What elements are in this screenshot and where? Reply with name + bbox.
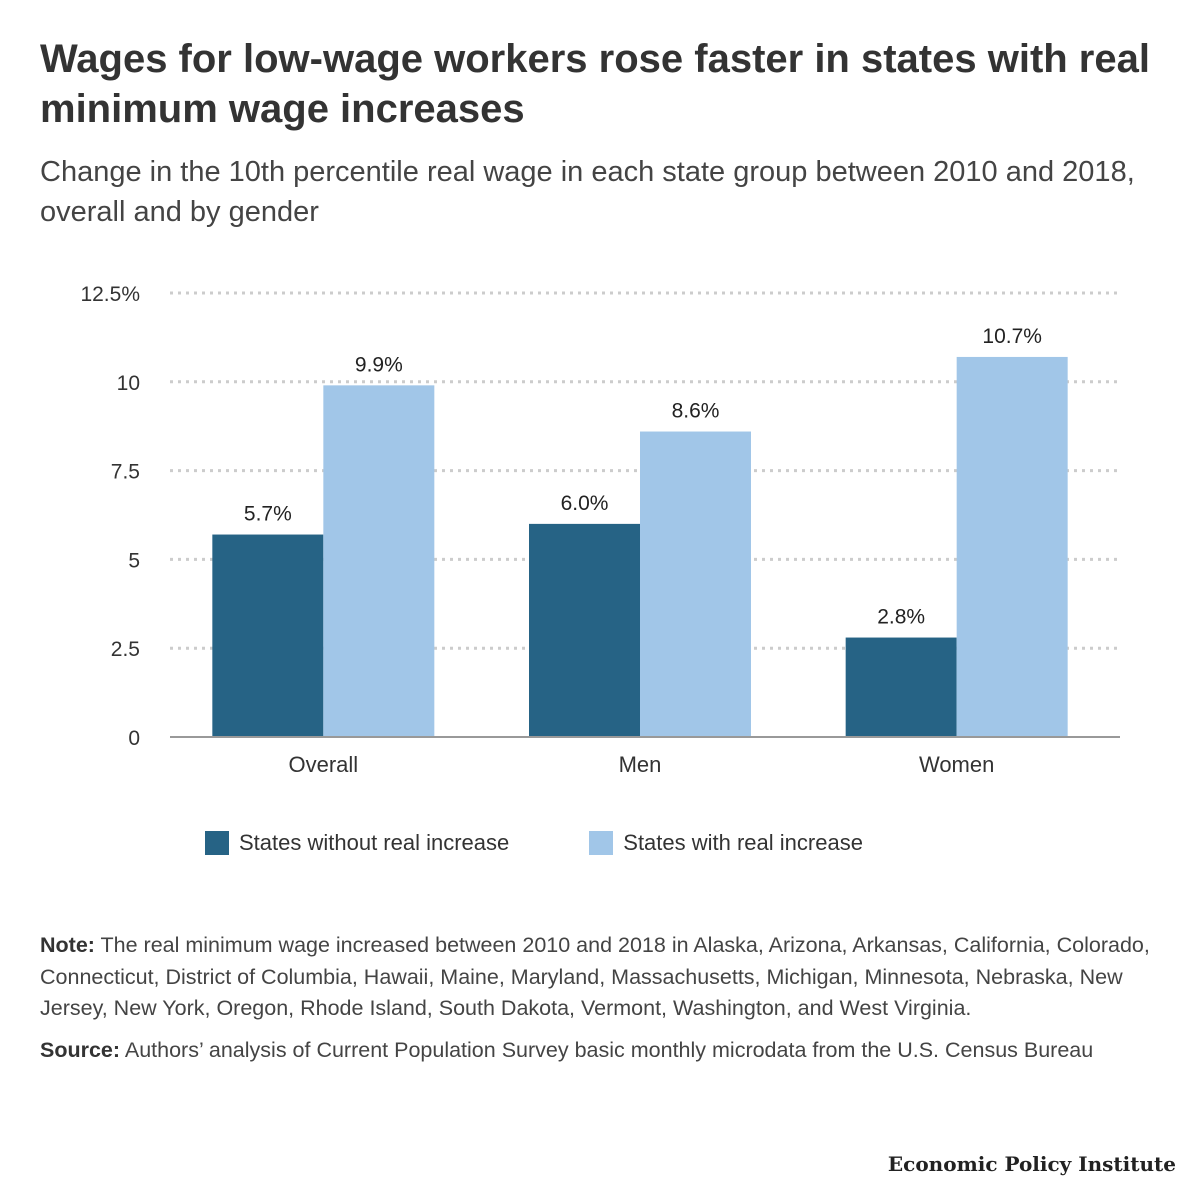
legend-swatch-with [589, 831, 614, 855]
bar [529, 523, 640, 737]
bar-chart: 0 2.5 5 7.5 10 12.5% 5.7% 9.9% Overall 6.0% 8.6% Me… [80, 283, 1120, 777]
x-tick-label: Women [919, 752, 994, 777]
brand-logo-text: Economic Policy Institute [887, 1152, 1176, 1176]
legend: States without real increase States with… [205, 830, 943, 856]
data-label: 6.0% [561, 492, 609, 515]
chart-title: Wages for low-wage workers rose faster i… [40, 37, 1150, 131]
data-label: 2.8% [877, 606, 925, 629]
legend-label-with: States with real increase [623, 830, 863, 855]
y-tick-label: 7.5 [111, 461, 140, 484]
legend-item-with: States with real increase [589, 830, 863, 856]
note: Note: The real minimum wage increased be… [40, 930, 1170, 1025]
x-tick-label: Overall [288, 752, 358, 777]
data-label: 9.9% [355, 353, 403, 376]
legend-swatch-without [205, 831, 229, 855]
bar [640, 431, 751, 737]
bar [956, 356, 1068, 737]
data-label: 10.7% [982, 325, 1042, 348]
note-label: Note: [40, 933, 95, 957]
y-tick-label: 10 [117, 372, 140, 395]
legend-item-without: States without real increase [205, 830, 509, 856]
data-label: 8.6% [672, 400, 720, 423]
bar [212, 534, 324, 737]
note-text: The real minimum wage increased between … [40, 933, 1150, 1020]
bar [323, 385, 435, 737]
chart-subtitle: Change in the 10th percentile real wage … [40, 156, 1135, 228]
source-label: Source: [40, 1037, 121, 1062]
bar [845, 637, 957, 737]
source: Source: Authors’ analysis of Current Pop… [40, 1035, 1170, 1067]
source-text: Authors’ analysis of Current Population … [120, 1037, 1094, 1062]
legend-label-without: States without real increase [239, 830, 510, 855]
y-tick-label: 2.5 [111, 638, 140, 661]
x-tick-label: Men [619, 752, 662, 777]
y-tick-label: 0 [128, 727, 140, 750]
footnotes: Note: The real minimum wage increased be… [40, 930, 1170, 1076]
data-label: 5.7% [244, 503, 292, 526]
y-tick-label: 5 [128, 549, 140, 572]
y-tick-label: 12.5% [80, 283, 140, 306]
